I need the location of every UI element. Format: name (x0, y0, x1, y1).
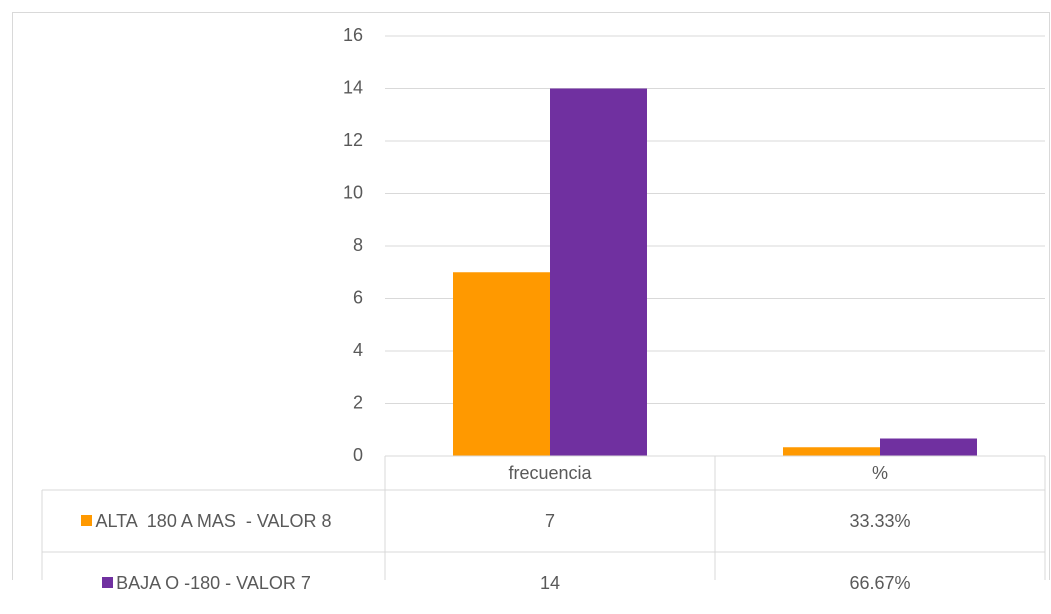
legend-key (81, 515, 93, 526)
y-tick-label: 16 (343, 25, 363, 45)
table-value: 7 (544, 511, 555, 531)
legend-label: ALTA 180 A MAS - VALOR 8 (95, 511, 332, 531)
legend-entry: BAJA O -180 - VALOR 7 (102, 573, 311, 593)
table-value: 33.33% (849, 511, 911, 531)
legend-cell: BAJA O -180 - VALOR 7 (42, 552, 385, 614)
y-tick-label: 2 (353, 392, 363, 412)
y-tick-label: 8 (353, 235, 363, 255)
x-tick-label: % (871, 463, 888, 483)
bar (880, 438, 977, 456)
y-tick-label: 4 (353, 340, 363, 360)
table-value: 66.67% (849, 573, 911, 593)
y-tick-label: 0 (353, 445, 363, 465)
chart-frame (12, 12, 1050, 580)
bar (550, 88, 647, 456)
bar (453, 272, 550, 456)
x-tick-label: frecuencia (508, 463, 592, 483)
y-tick-label: 14 (343, 77, 363, 97)
y-tick-label: 10 (343, 182, 363, 202)
legend-key (102, 577, 114, 588)
bar (783, 447, 880, 456)
legend-label: BAJA O -180 - VALOR 7 (116, 573, 311, 593)
legend-cell: ALTA 180 A MAS - VALOR 8 (42, 490, 385, 552)
legend-entry: ALTA 180 A MAS - VALOR 8 (81, 511, 332, 531)
y-tick-label: 6 (353, 287, 363, 307)
page: {"chart_data": {"type": "bar", "categori… (12, 12, 1050, 593)
chart: 0 2 4 6 8 10 12 14 16 (12, 12, 1050, 580)
y-tick-label: 12 (343, 130, 363, 150)
table-value: 14 (539, 573, 561, 593)
